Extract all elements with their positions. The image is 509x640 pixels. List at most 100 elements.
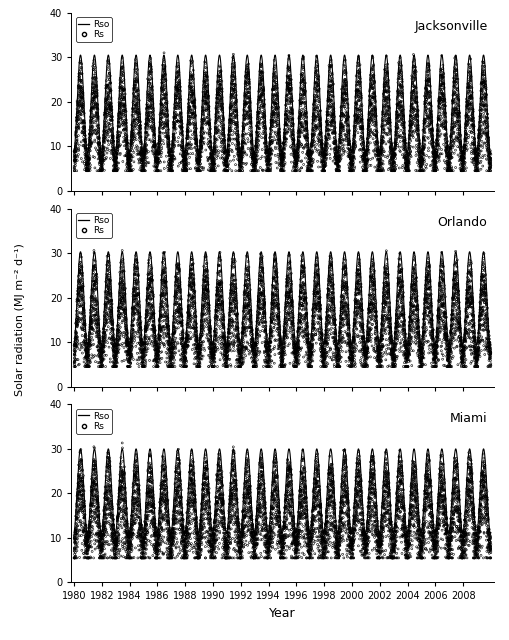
Point <box>344 499 352 509</box>
Point <box>89 494 97 504</box>
Point <box>257 261 265 271</box>
Point <box>430 157 438 167</box>
Point <box>179 152 187 163</box>
Point <box>470 141 478 152</box>
Point <box>121 85 129 95</box>
Point <box>303 132 311 143</box>
Point <box>81 330 90 340</box>
Point <box>339 125 347 136</box>
Point <box>251 551 260 561</box>
Point <box>403 346 411 356</box>
Point <box>190 309 199 319</box>
Point <box>386 518 394 528</box>
Point <box>137 340 145 351</box>
Point <box>312 282 320 292</box>
Point <box>179 150 187 160</box>
Point <box>105 68 114 79</box>
Point <box>370 279 378 289</box>
Point <box>227 120 235 131</box>
Point <box>331 337 340 348</box>
Point <box>165 145 173 155</box>
Point <box>175 97 183 108</box>
Point <box>92 307 100 317</box>
Point <box>419 140 428 150</box>
Point <box>190 100 198 111</box>
Point <box>194 341 202 351</box>
Point <box>71 525 79 536</box>
Point <box>432 160 440 170</box>
Point <box>371 527 379 538</box>
Point <box>252 522 261 532</box>
Point <box>485 535 493 545</box>
Point <box>240 115 248 125</box>
Point <box>477 84 486 95</box>
Point <box>275 495 283 506</box>
Point <box>209 541 217 552</box>
Point <box>396 52 404 63</box>
Point <box>292 154 300 164</box>
Point <box>174 483 182 493</box>
Point <box>202 481 210 491</box>
Point <box>177 157 185 168</box>
Point <box>207 545 215 556</box>
Point <box>441 511 449 522</box>
Point <box>295 313 303 323</box>
Point <box>233 358 241 368</box>
Point <box>274 501 282 511</box>
Point <box>306 166 315 176</box>
Point <box>362 529 370 540</box>
Point <box>345 506 353 516</box>
Point <box>320 536 328 547</box>
Point <box>306 156 315 166</box>
Point <box>379 546 387 556</box>
Point <box>419 143 428 153</box>
Point <box>353 496 361 506</box>
Point <box>485 155 493 165</box>
Point <box>108 108 116 118</box>
Point <box>112 540 120 550</box>
Point <box>253 122 262 132</box>
Point <box>430 354 438 364</box>
Point <box>394 278 402 289</box>
Point <box>420 293 429 303</box>
Point <box>230 545 238 555</box>
Point <box>195 156 203 166</box>
Point <box>156 499 164 509</box>
Point <box>168 525 177 535</box>
Point <box>129 287 137 297</box>
Point <box>296 132 304 142</box>
Point <box>150 118 158 129</box>
Point <box>432 527 440 537</box>
Point <box>184 120 192 131</box>
Point <box>429 152 437 162</box>
Point <box>221 533 230 543</box>
Point <box>191 327 200 337</box>
Point <box>418 352 427 362</box>
Point <box>365 497 373 507</box>
Point <box>472 540 480 550</box>
Point <box>364 328 372 339</box>
Point <box>265 550 273 560</box>
Point <box>259 266 267 276</box>
Point <box>178 525 186 535</box>
Point <box>382 355 390 365</box>
Point <box>221 541 229 551</box>
Point <box>120 108 128 118</box>
Point <box>119 490 127 500</box>
Point <box>379 495 387 506</box>
Point <box>329 128 337 138</box>
Point <box>242 110 250 120</box>
Point <box>460 334 468 344</box>
Point <box>436 472 444 482</box>
Point <box>432 530 440 540</box>
Point <box>142 529 150 539</box>
Point <box>269 98 277 108</box>
Point <box>97 154 105 164</box>
Point <box>75 124 83 134</box>
Point <box>214 277 222 287</box>
Point <box>284 301 292 311</box>
Point <box>326 259 334 269</box>
Point <box>369 304 377 314</box>
Point <box>80 325 88 335</box>
Point <box>399 91 407 101</box>
